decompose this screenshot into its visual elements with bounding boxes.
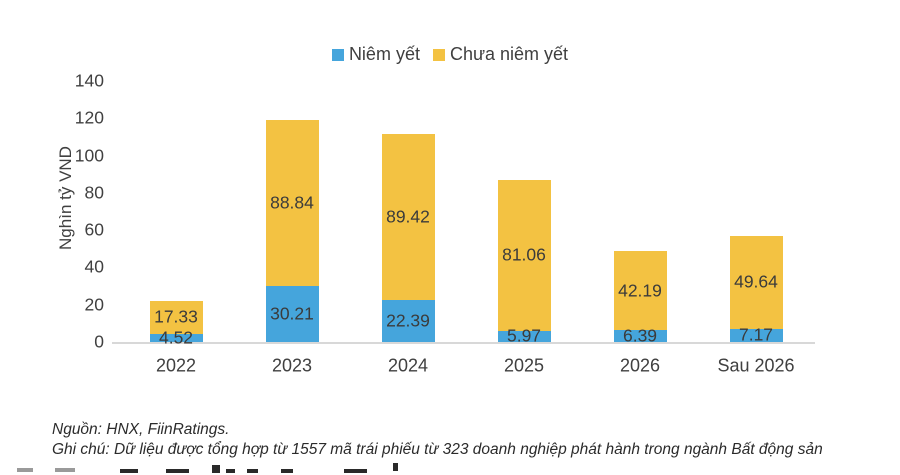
x-axis-category-label: 2025 [503,355,545,376]
data-label-niem-yet: 30.21 [270,303,314,324]
chart-footnotes: Nguồn: HNX, FiinRatings. Ghi chú: Dữ liệ… [52,420,823,460]
data-label-chua-niem-yet: 88.84 [270,192,314,213]
bar-segment-chua-niem-yet [265,120,319,286]
y-tick-label: 20 [84,294,104,315]
legend-label: Chưa niêm yết [449,44,569,64]
legend-swatch-blue-icon [331,48,344,61]
legend-item-chua-niem-yet: Chưa niêm yết [432,44,569,65]
y-tick-label: 120 [74,107,104,128]
bar-segment-chua-niem-yet [613,251,667,331]
bar-segment-niem-yet [265,285,319,342]
bar-segment-niem-yet [381,300,435,342]
methodology-note: Ghi chú: Dữ liệu được tổng hợp từ 1557 m… [52,441,823,458]
data-label-chua-niem-yet: 17.33 [154,306,198,327]
source-note: Nguồn: HNX, FiinRatings. [52,421,230,438]
data-label-niem-yet: 4.52 [158,327,194,348]
legend-item-niem-yet: Niêm yết [331,44,420,65]
bar-segment-niem-yet [613,330,667,342]
y-tick-label: 60 [84,219,104,240]
bar-segment-chua-niem-yet [497,179,551,331]
bar-segment-niem-yet [149,333,203,342]
bar-segment-chua-niem-yet [729,236,783,329]
data-label-niem-yet: 6.39 [622,325,658,346]
data-label-niem-yet: 7.17 [738,324,774,345]
y-tick-label: 80 [84,182,104,203]
x-axis-category-label: 2023 [271,355,313,376]
data-label-chua-niem-yet: 89.42 [386,206,430,227]
data-label-niem-yet: 5.97 [506,325,542,346]
chart-legend: Niêm yết Chưa niêm yết [0,44,900,65]
bar-segment-niem-yet [729,328,783,342]
legend-label: Niêm yết [348,44,420,64]
x-axis-category-label: 2022 [155,355,197,376]
bar-segment-chua-niem-yet [381,133,435,301]
bar-segment-niem-yet [497,330,551,342]
y-tick-label: 100 [74,145,104,166]
x-axis-line [112,342,815,344]
data-label-chua-niem-yet: 42.19 [618,280,662,301]
x-axis-category-label: 2026 [619,355,661,376]
data-label-chua-niem-yet: 49.64 [734,271,778,292]
data-label-chua-niem-yet: 81.06 [502,244,546,265]
y-tick-label: 0 [94,331,104,352]
bar-segment-chua-niem-yet [149,301,203,334]
y-tick-label: 140 [74,70,104,91]
legend-swatch-yellow-icon [432,48,445,61]
x-axis-category-label: 2024 [387,355,429,376]
x-axis-category-label: Sau 2026 [717,355,795,376]
y-tick-label: 40 [84,256,104,277]
data-label-niem-yet: 22.39 [386,310,430,331]
